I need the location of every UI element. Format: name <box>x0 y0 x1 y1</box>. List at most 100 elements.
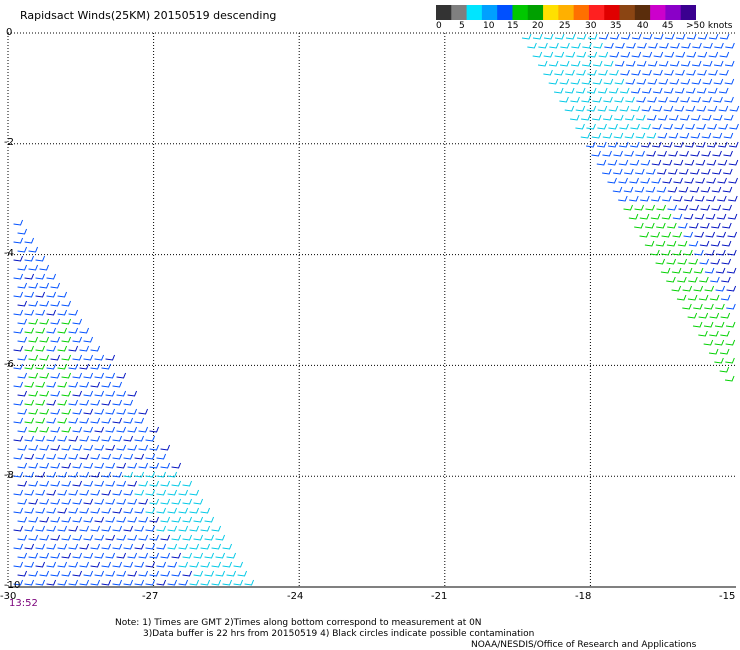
wind-barb <box>650 249 660 256</box>
wind-barb <box>713 60 724 67</box>
wind-barb <box>532 33 543 40</box>
wind-barb <box>68 381 79 388</box>
wind-barb <box>614 78 625 85</box>
wind-barb <box>127 408 138 415</box>
wind-barb <box>35 435 46 442</box>
wind-barb <box>700 186 711 193</box>
wind-barb <box>645 186 656 193</box>
x-tick-label: -27 <box>142 591 159 602</box>
wind-barb <box>123 453 134 460</box>
wind-barb <box>640 195 650 202</box>
note-line-2: 3)Data buffer is 22 hrs from 20150519 4)… <box>143 629 535 639</box>
wind-barb <box>90 579 101 586</box>
note-line-1: Note: 1) Times are GMT 2)Times along bot… <box>115 618 482 628</box>
wind-barb <box>105 426 116 433</box>
wind-barb <box>614 114 624 121</box>
wind-barb <box>673 159 684 166</box>
wind-barb <box>17 300 28 307</box>
wind-barb <box>101 435 112 442</box>
wind-barb <box>156 507 167 514</box>
wind-barb <box>587 51 598 58</box>
wind-barb <box>582 42 592 49</box>
wind-barb <box>160 462 171 469</box>
wind-barb <box>608 87 619 94</box>
wind-barb <box>105 408 116 415</box>
wind-barb <box>189 525 200 532</box>
wind-barb <box>729 141 739 148</box>
wind-barb <box>233 579 244 586</box>
wind-barb <box>72 318 83 325</box>
wind-barb <box>718 141 728 148</box>
wind-barb <box>653 33 664 40</box>
colorbar-swatch <box>604 5 621 20</box>
wind-barb <box>641 141 651 148</box>
colorbar-swatch <box>634 5 651 20</box>
wind-barb <box>46 543 57 550</box>
wind-barb <box>720 330 730 337</box>
wind-barb <box>543 51 554 58</box>
wind-barb <box>602 168 612 175</box>
wind-barb <box>50 354 61 361</box>
wind-barb <box>714 42 724 49</box>
wind-barb <box>683 249 693 256</box>
wind-barb <box>581 96 591 103</box>
wind-barb <box>156 471 167 478</box>
wind-barb <box>576 69 586 76</box>
wind-barb <box>83 462 94 469</box>
wind-barb <box>612 186 623 193</box>
wind-barb <box>222 579 233 586</box>
wind-barb <box>707 87 718 94</box>
wind-barb <box>680 96 690 103</box>
wind-barb <box>570 60 581 67</box>
wind-barb <box>79 417 90 424</box>
wind-barb <box>24 489 35 496</box>
wind-barb <box>689 186 700 193</box>
wind-barb <box>723 150 733 157</box>
colorbar-swatch <box>543 5 559 20</box>
wind-barb <box>564 105 575 112</box>
wind-barb <box>678 204 688 211</box>
wind-barb <box>669 96 679 103</box>
x-tick-label: -24 <box>287 591 304 602</box>
wind-barb <box>716 231 727 238</box>
wind-barb <box>138 498 149 505</box>
wind-barb <box>105 444 116 451</box>
wind-barb <box>724 60 735 67</box>
wind-barb <box>105 534 116 541</box>
wind-barb <box>61 408 72 415</box>
wind-barb <box>714 357 724 364</box>
wind-barb <box>630 87 641 94</box>
wind-barb <box>711 204 721 211</box>
wind-barb <box>50 372 61 379</box>
wind-barb <box>46 471 57 478</box>
wind-barb <box>625 114 635 121</box>
wind-barb <box>24 273 35 280</box>
wind-barb <box>13 327 24 334</box>
wind-barb <box>722 222 732 229</box>
wind-barb <box>656 186 667 193</box>
colorbar-label: >50 knots <box>686 21 733 31</box>
wind-barb <box>215 534 226 541</box>
wind-barb <box>24 399 35 406</box>
colorbar-swatch <box>466 5 483 20</box>
wind-barb <box>112 471 123 478</box>
wind-barb <box>79 525 90 532</box>
wind-barb <box>17 570 28 577</box>
wind-barb <box>134 435 145 442</box>
wind-barb <box>13 543 24 550</box>
wind-barb <box>17 498 28 505</box>
wind-barb <box>701 132 712 139</box>
wind-barb <box>105 390 116 397</box>
wind-barb <box>24 561 35 568</box>
wind-barb <box>603 60 614 67</box>
wind-barb <box>222 561 233 568</box>
wind-barb <box>653 51 664 58</box>
wind-barb <box>636 114 646 121</box>
wind-barb <box>123 489 134 496</box>
wind-barb <box>688 276 698 283</box>
wind-barb <box>603 96 613 103</box>
wind-barb <box>127 480 138 487</box>
wind-barb <box>613 132 624 139</box>
wind-barb <box>35 327 46 334</box>
wind-barb <box>101 381 112 388</box>
